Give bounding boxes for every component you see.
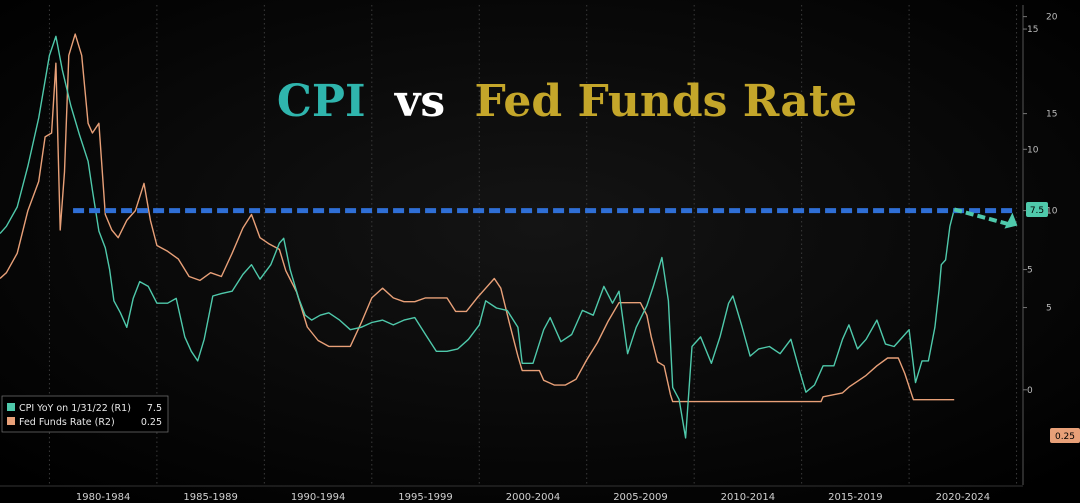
series-lines xyxy=(0,33,955,439)
title-fed-funds-rate: Fed Funds Rate xyxy=(475,76,858,127)
legend-swatch-cpi xyxy=(7,403,15,411)
legend-label-fed: Fed Funds Rate (R2) xyxy=(19,417,115,428)
legend-box xyxy=(1,395,169,433)
cpi-last-value-badge: 7.5 xyxy=(1026,202,1048,217)
axis-tick-label: 5 xyxy=(1027,266,1033,276)
fed-badge-text: 0.25 xyxy=(1055,432,1075,442)
legend-value-cpi: 7.5 xyxy=(147,403,162,414)
series-line-cpi xyxy=(0,35,955,439)
cpi-badge-box xyxy=(1026,202,1048,217)
r1-axis-ticks: 0 5 10 15 xyxy=(1023,25,1039,396)
r2-axis-ticks: 5 10 15 20 xyxy=(1023,13,1058,314)
axis-tick-label: 20 xyxy=(1046,13,1058,23)
fed-badge-box xyxy=(1050,428,1080,443)
x-tick-label: 2015-2019 xyxy=(828,492,883,503)
fed-last-value-badge: 0.25 xyxy=(1050,428,1080,443)
axis-tick-label: 15 xyxy=(1027,25,1038,35)
axis-tick-label: 15 xyxy=(1046,110,1057,120)
arrow-head xyxy=(1004,212,1018,229)
cpi-badge-text: 7.5 xyxy=(1030,206,1044,216)
axis-tick-label: 10 xyxy=(1027,145,1039,155)
x-tick-label: 1995-1999 xyxy=(398,492,453,503)
x-tick-label: 1990-1994 xyxy=(291,492,346,503)
axis-tick-label: 0 xyxy=(1027,386,1033,396)
annotation xyxy=(73,207,1018,229)
x-tick-label: 1985-1989 xyxy=(183,492,238,503)
legend-swatch-fed xyxy=(7,417,15,425)
series-line-fed xyxy=(0,33,955,403)
axis-tick-label: 10 xyxy=(1046,207,1058,217)
x-axis-labels: 1980-1984 1985-1989 1990-1994 1995-1999 2000… xyxy=(76,492,990,503)
legend-value-fed: 0.25 xyxy=(141,417,162,428)
x-tick-label: 2000-2004 xyxy=(506,492,561,503)
title-cpi: CPI xyxy=(277,76,366,127)
legend-label-cpi: CPI YoY on 1/31/22 (R1) xyxy=(19,403,131,414)
dashed-arrow-shaft xyxy=(953,207,1011,227)
x-tick-label: 2005-2009 xyxy=(613,492,668,503)
x-tick-label: 1980-1984 xyxy=(76,492,131,503)
x-tick-label: 2010-2014 xyxy=(721,492,776,503)
chart-title: CPI vs Fed Funds Rate xyxy=(277,76,857,127)
axis-tick-label: 5 xyxy=(1046,304,1052,314)
title-vs: vs xyxy=(394,76,445,127)
legend: CPI YoY on 1/31/22 (R1) 7.5 Fed Funds Ra… xyxy=(1,395,169,433)
x-tick-label: 2020-2024 xyxy=(936,492,991,503)
